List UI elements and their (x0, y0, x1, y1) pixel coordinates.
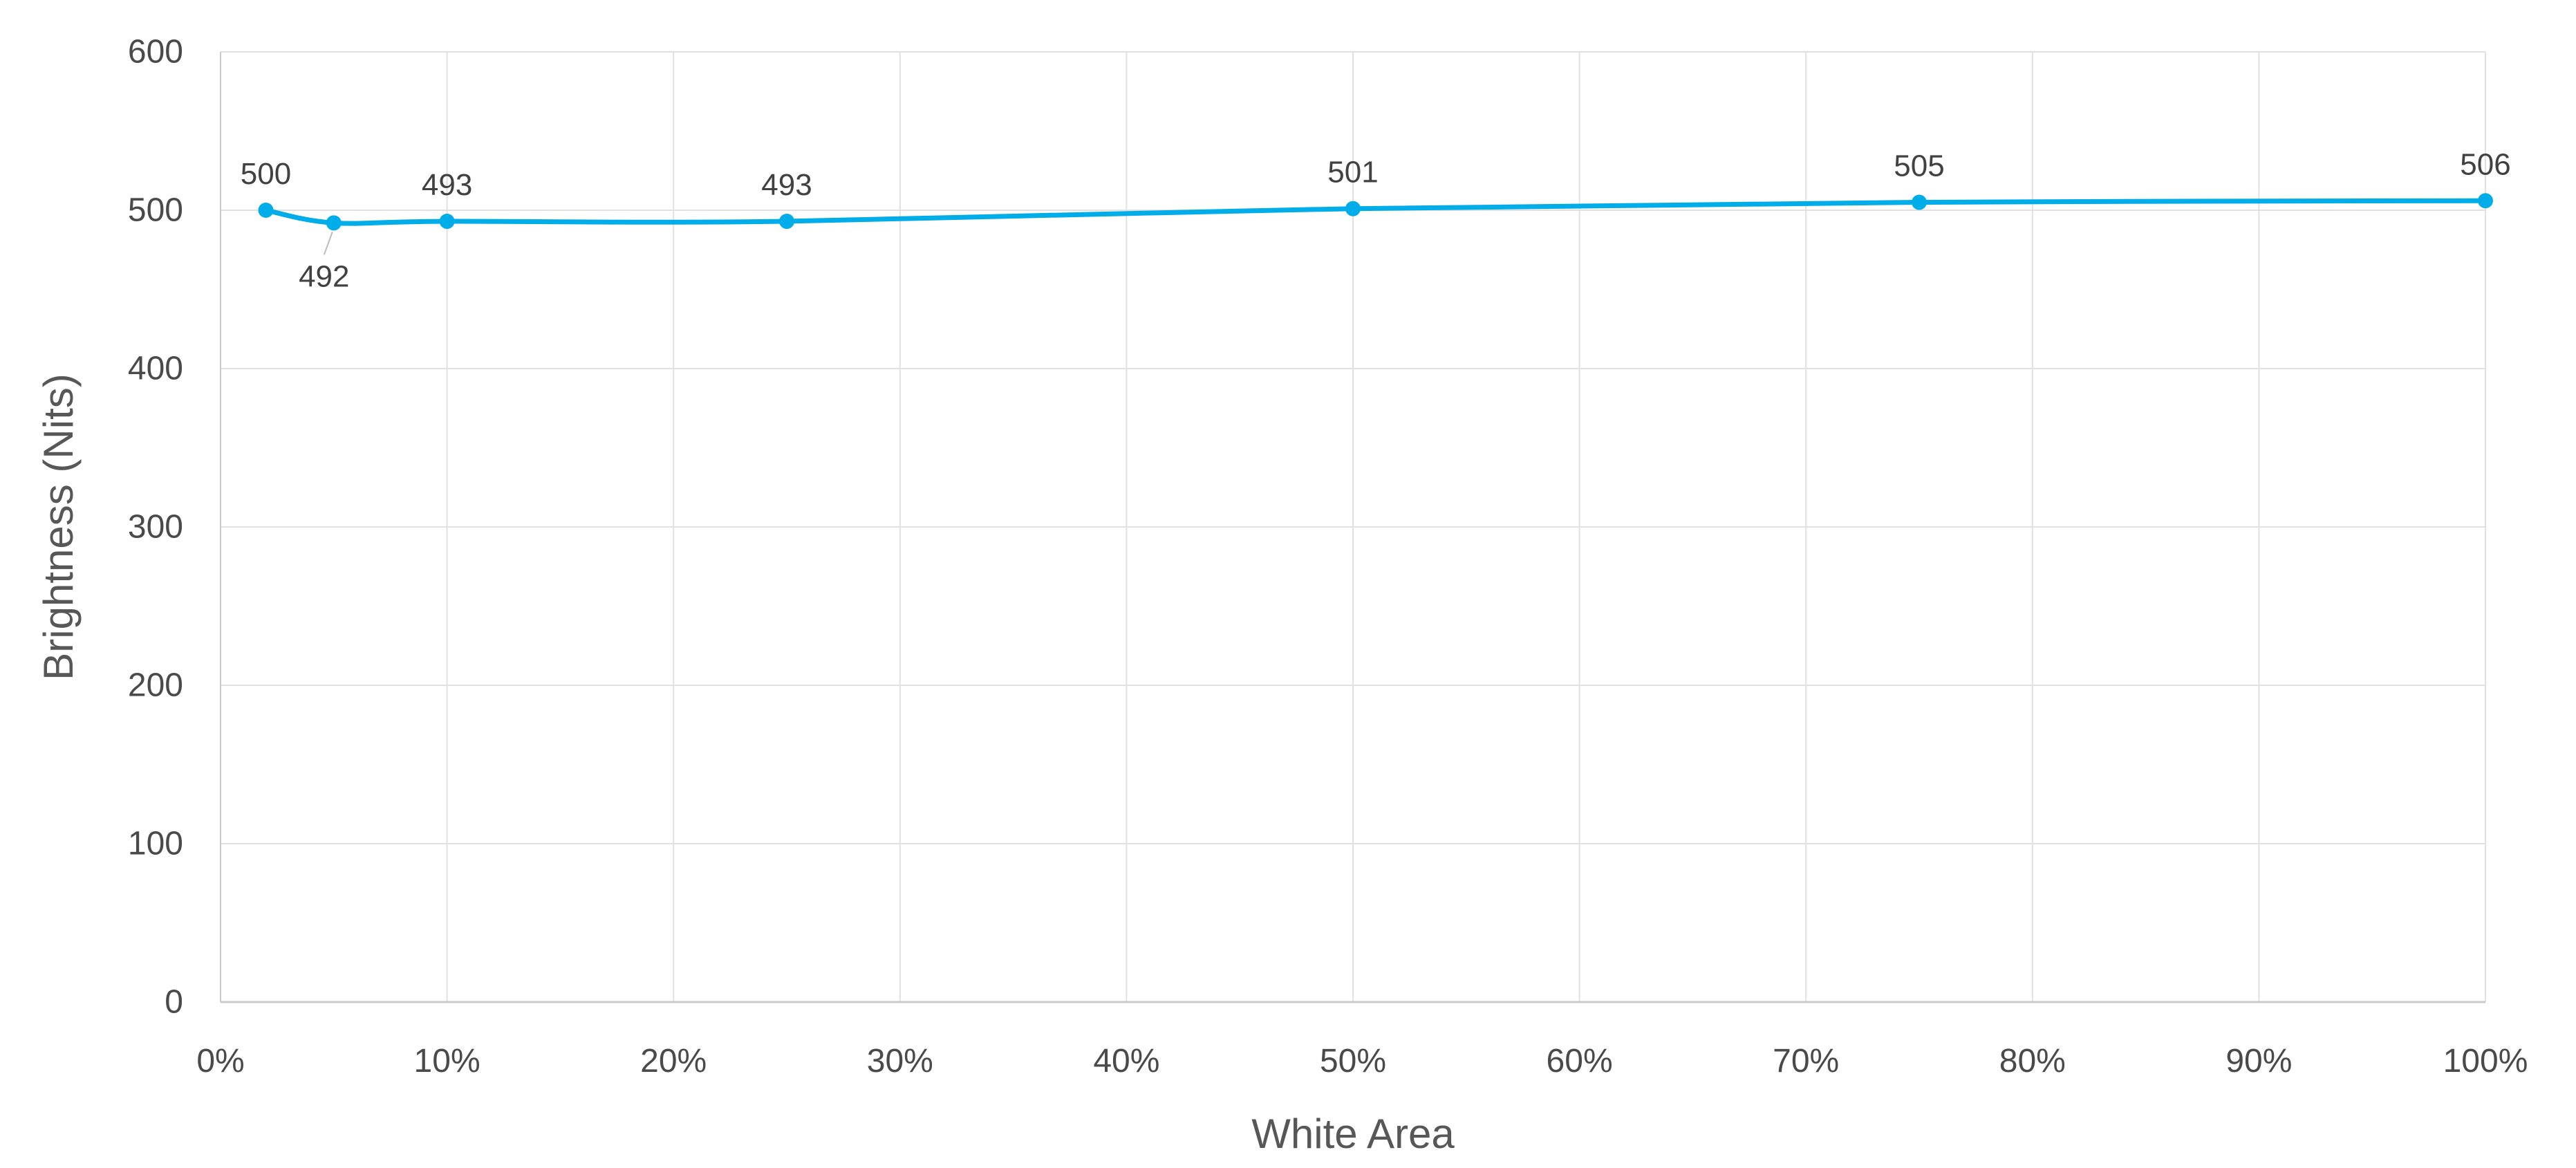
data-point-marker (2478, 193, 2493, 209)
data-point-label: 505 (1894, 149, 1944, 183)
tick-labels: 0 100 200 300 400 500 600 0% 10% 20% 30% 40% 50% 60% 7… (128, 34, 2528, 1080)
y-tick-label: 100 (128, 826, 183, 862)
data-label-leader-line (323, 231, 333, 255)
data-point-label: 500 (241, 157, 291, 191)
x-tick-label: 40% (1093, 1043, 1159, 1079)
y-axis-title: Brightness (Nits) (35, 373, 82, 680)
x-tick-label: 10% (414, 1043, 480, 1079)
axes (220, 52, 2485, 1003)
data-point-marker (1345, 201, 1361, 216)
gridlines (220, 51, 2486, 1003)
x-tick-label: 100% (2443, 1043, 2528, 1079)
data-point-label: 493 (422, 168, 472, 202)
x-tick-label: 80% (1999, 1043, 2066, 1079)
y-tick-label: 500 (128, 192, 183, 229)
y-tick-label: 0 (165, 984, 183, 1021)
data-point-marker (439, 214, 455, 230)
x-tick-label: 90% (2225, 1043, 2292, 1079)
data-point-marker (1912, 194, 1927, 210)
y-tick-label: 300 (128, 509, 183, 546)
x-axis-title: White Area (1251, 1111, 1455, 1157)
y-tick-label: 400 (128, 351, 183, 387)
y-tick-label: 600 (128, 34, 183, 71)
data-point-marker (326, 215, 342, 231)
x-tick-label: 20% (640, 1043, 707, 1079)
data-point-label: 492 (299, 259, 349, 293)
x-tick-label: 70% (1773, 1043, 1839, 1079)
y-tick-label: 200 (128, 667, 183, 704)
data-point-label: 506 (2460, 147, 2510, 181)
data-point-label: 501 (1327, 156, 1378, 189)
data-labels: 500 492 493 493 501 505 506 (241, 147, 2511, 293)
x-tick-label: 60% (1547, 1043, 1613, 1079)
data-point-label: 493 (761, 168, 812, 202)
x-tick-label: 30% (867, 1043, 933, 1079)
x-tick-label: 50% (1320, 1043, 1386, 1079)
brightness-line (263, 198, 2488, 226)
line-series (258, 193, 2493, 231)
x-tick-label: 0% (196, 1043, 244, 1079)
data-point-marker (258, 203, 274, 218)
data-point-marker (779, 214, 794, 230)
